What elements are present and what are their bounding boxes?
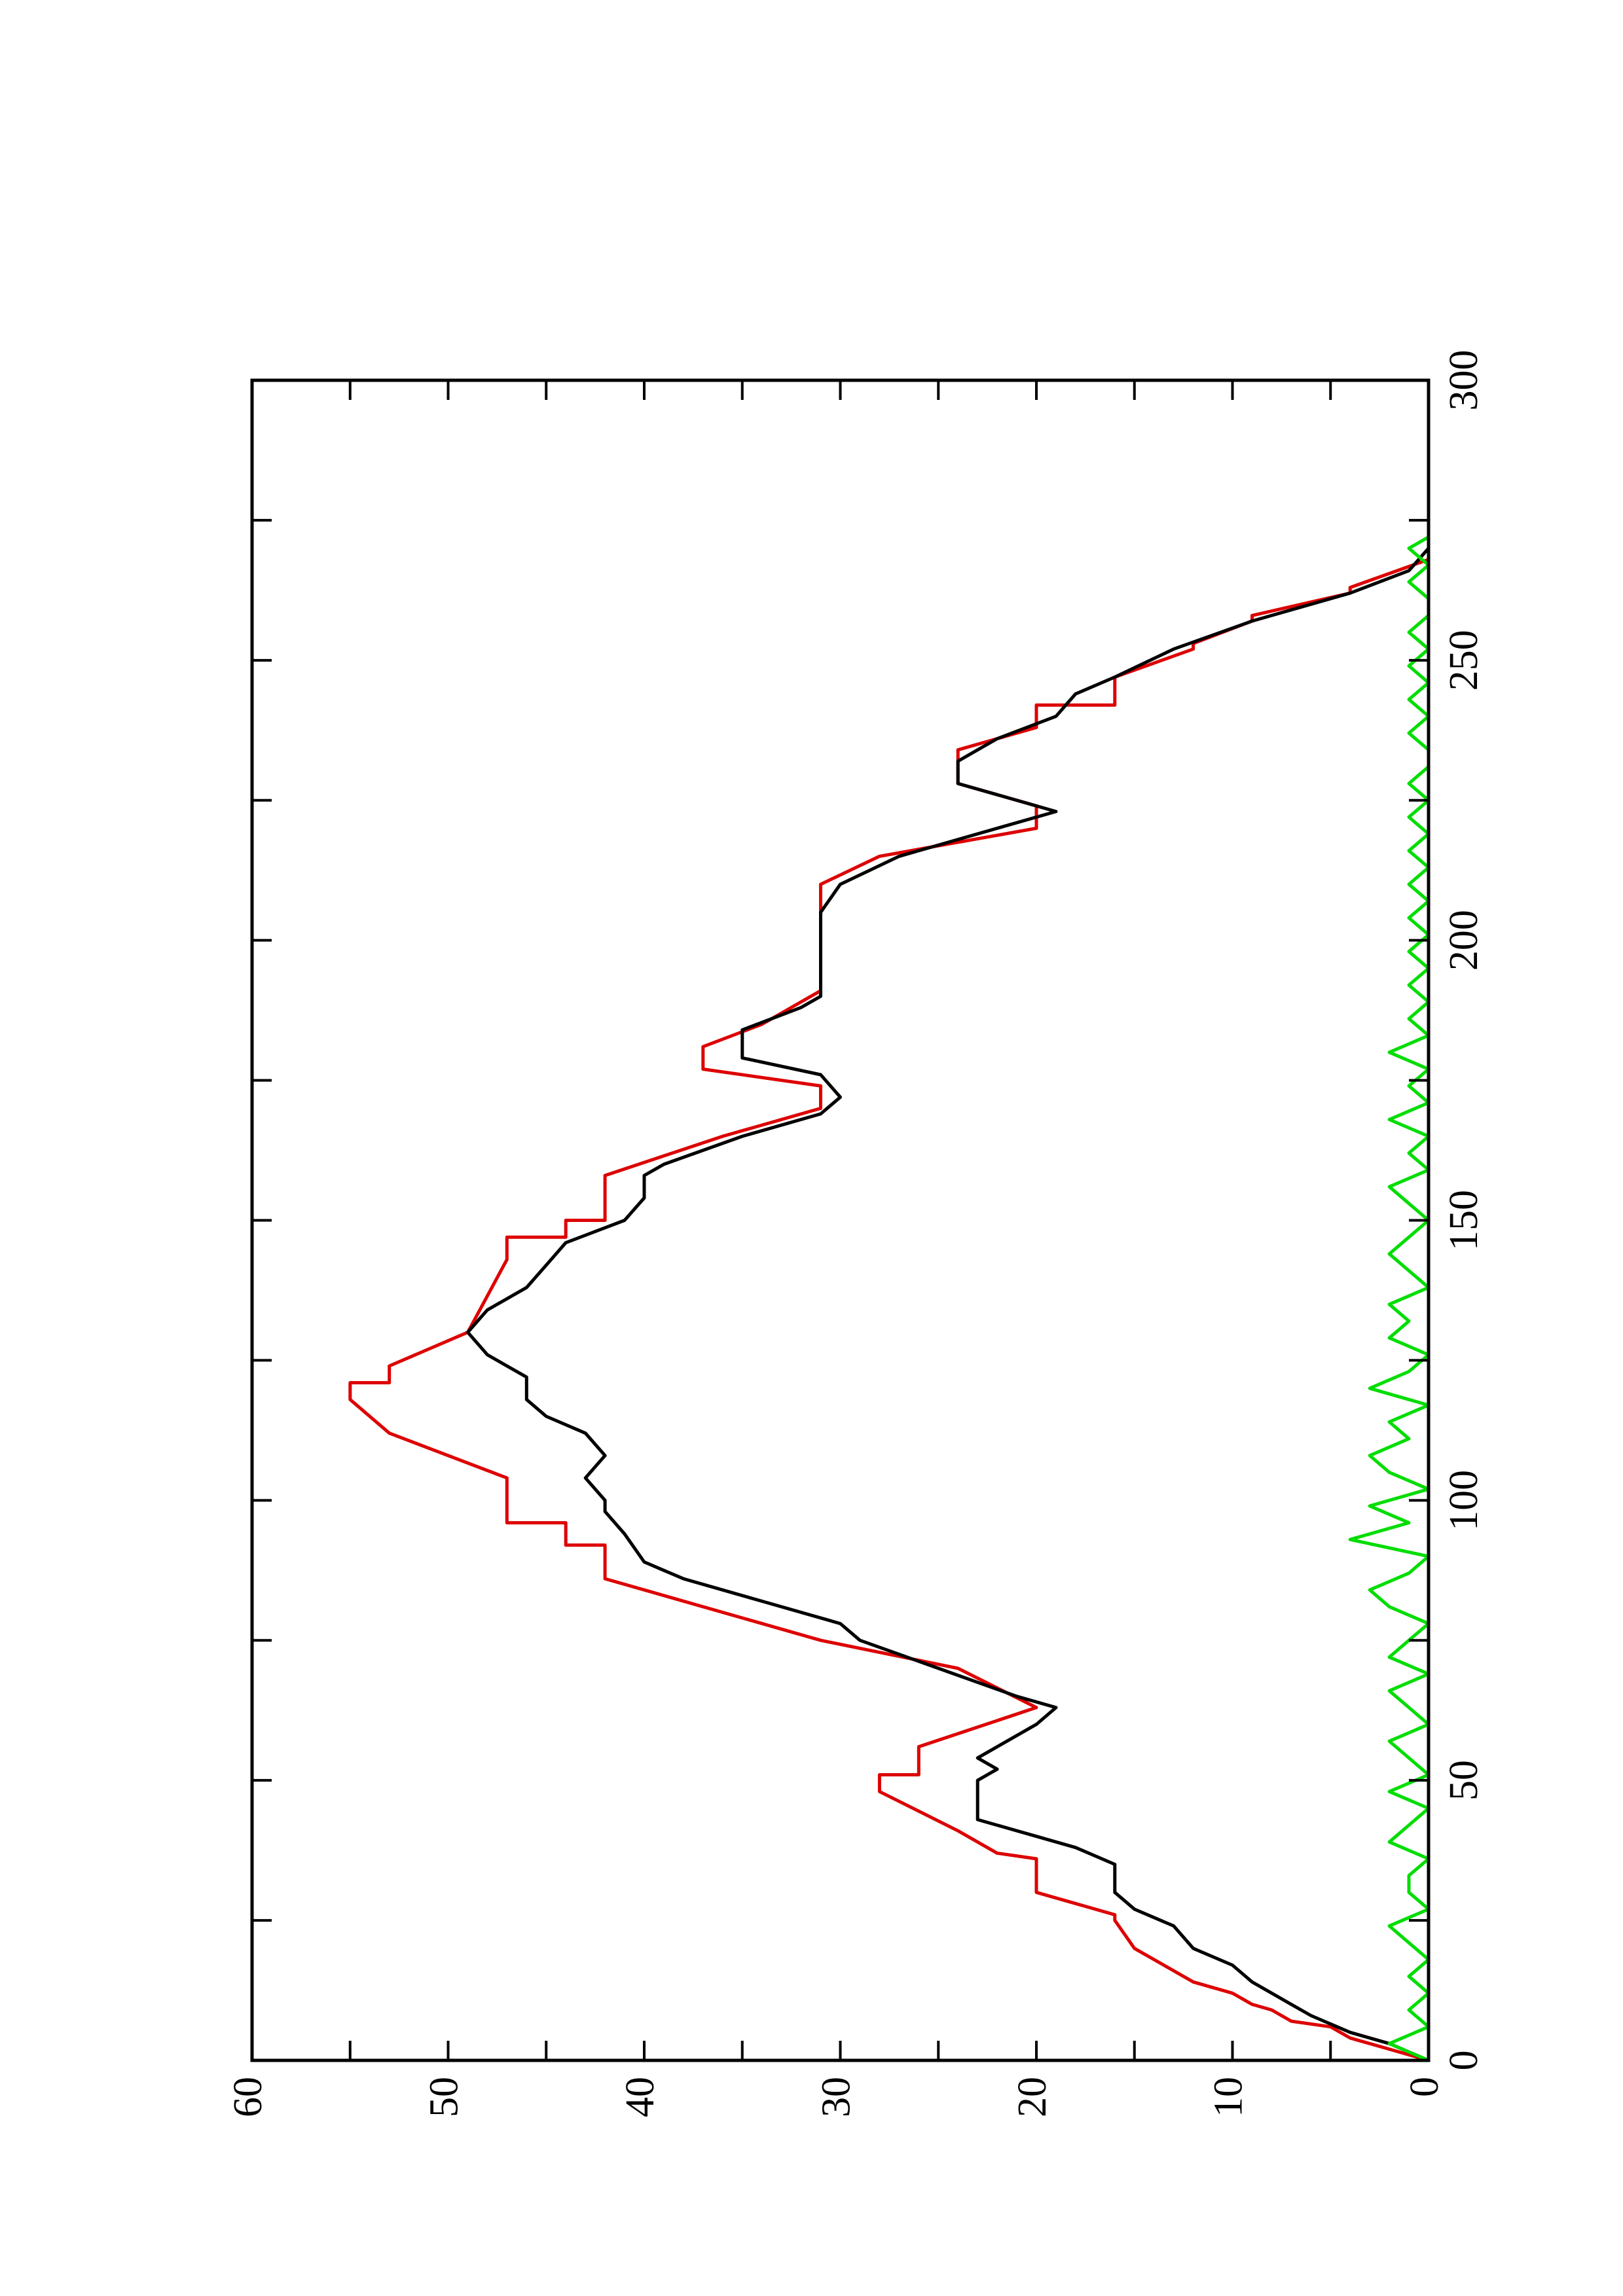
y-tick-label: 40: [618, 2077, 663, 2117]
y-tick-label: 50: [422, 2077, 467, 2117]
x-tick-label: 50: [1442, 1760, 1486, 1801]
y-tick-label: 20: [1010, 2077, 1055, 2117]
x-tick-label: 250: [1442, 630, 1486, 691]
y-tick-label: 60: [226, 2077, 270, 2117]
y-tick-label: 0: [1402, 2077, 1447, 2097]
x-tick-label: 150: [1442, 1190, 1486, 1251]
series-line: [466, 537, 1431, 2062]
x-tick-label: 100: [1442, 1470, 1486, 1531]
series-line: [1348, 535, 1431, 2062]
rotated-plot: 0 50 100 150 200 250 300 0 10 20 30 40 50 60: [226, 350, 1486, 2118]
y-tick-label: 10: [1207, 2077, 1251, 2117]
series-line: [348, 558, 1429, 2062]
x-tick-label: 0: [1442, 2051, 1486, 2071]
y-tick-label: 30: [814, 2077, 859, 2117]
x-tick-label: 300: [1442, 350, 1486, 411]
x-tick-label: 200: [1442, 910, 1486, 971]
